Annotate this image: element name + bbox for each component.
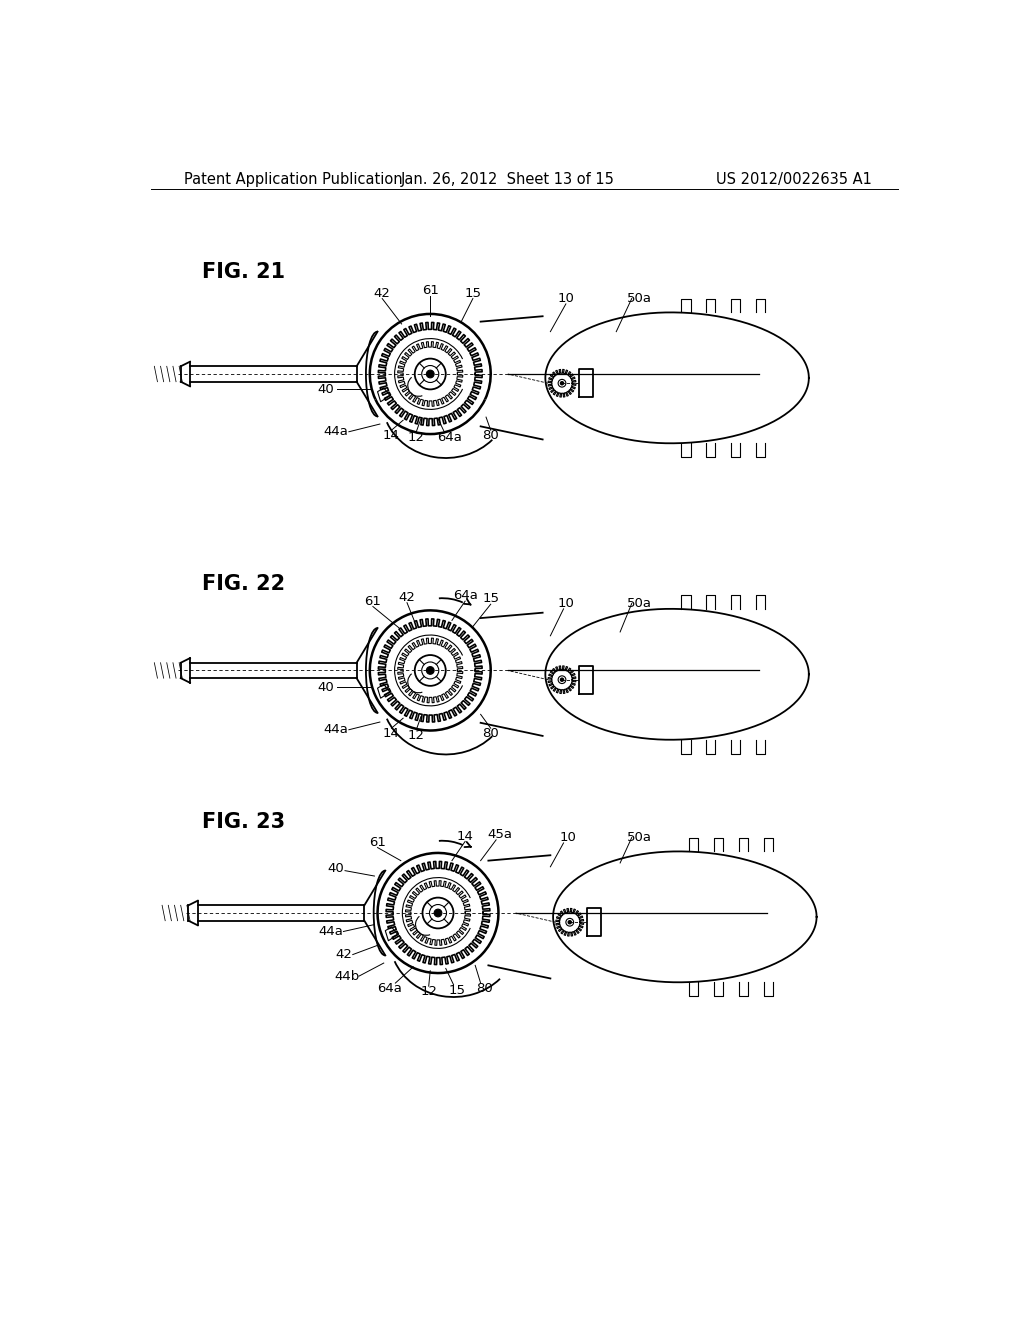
Text: 44a: 44a xyxy=(324,425,348,438)
Text: 10: 10 xyxy=(557,292,574,305)
Text: Jan. 26, 2012  Sheet 13 of 15: Jan. 26, 2012 Sheet 13 of 15 xyxy=(400,172,614,186)
Text: FIG. 21: FIG. 21 xyxy=(202,261,285,281)
Text: 42: 42 xyxy=(398,591,416,603)
Text: 80: 80 xyxy=(482,727,499,741)
Text: 12: 12 xyxy=(420,985,437,998)
Text: 15: 15 xyxy=(482,593,500,606)
Text: 64a: 64a xyxy=(378,982,402,995)
Text: 44b: 44b xyxy=(334,970,359,982)
Text: 15: 15 xyxy=(464,286,481,300)
Text: 12: 12 xyxy=(408,430,425,444)
Circle shape xyxy=(426,667,434,675)
Circle shape xyxy=(560,381,563,385)
Text: 50a: 50a xyxy=(627,292,652,305)
Text: 42: 42 xyxy=(335,948,352,961)
Text: Patent Application Publication: Patent Application Publication xyxy=(183,172,402,186)
Circle shape xyxy=(434,909,442,917)
Text: 14: 14 xyxy=(383,727,400,741)
Text: 44a: 44a xyxy=(318,925,343,939)
Text: 64a: 64a xyxy=(437,430,462,444)
Circle shape xyxy=(568,921,571,924)
Text: US 2012/0022635 A1: US 2012/0022635 A1 xyxy=(716,172,872,186)
Text: 80: 80 xyxy=(476,982,493,995)
Text: FIG. 22: FIG. 22 xyxy=(202,574,285,594)
Text: 12: 12 xyxy=(408,729,425,742)
Text: 61: 61 xyxy=(422,284,438,297)
Text: 45a: 45a xyxy=(487,828,512,841)
Text: 10: 10 xyxy=(557,597,574,610)
Text: 40: 40 xyxy=(328,862,344,875)
Text: 61: 61 xyxy=(369,836,386,849)
Text: 50a: 50a xyxy=(627,597,652,610)
Text: 14: 14 xyxy=(383,429,400,442)
Text: 80: 80 xyxy=(482,429,499,442)
Text: 61: 61 xyxy=(365,594,381,607)
Text: 44a: 44a xyxy=(324,723,348,737)
Text: 15: 15 xyxy=(449,983,466,997)
Text: FIG. 23: FIG. 23 xyxy=(202,812,285,833)
Text: 14: 14 xyxy=(457,829,473,842)
Text: 42: 42 xyxy=(374,286,390,300)
Text: 40: 40 xyxy=(317,681,334,694)
Text: 40: 40 xyxy=(317,383,334,396)
Circle shape xyxy=(426,370,434,378)
Circle shape xyxy=(560,678,563,681)
Text: 50a: 50a xyxy=(627,832,652,843)
Text: 10: 10 xyxy=(560,832,577,843)
Text: 64a: 64a xyxy=(453,589,477,602)
